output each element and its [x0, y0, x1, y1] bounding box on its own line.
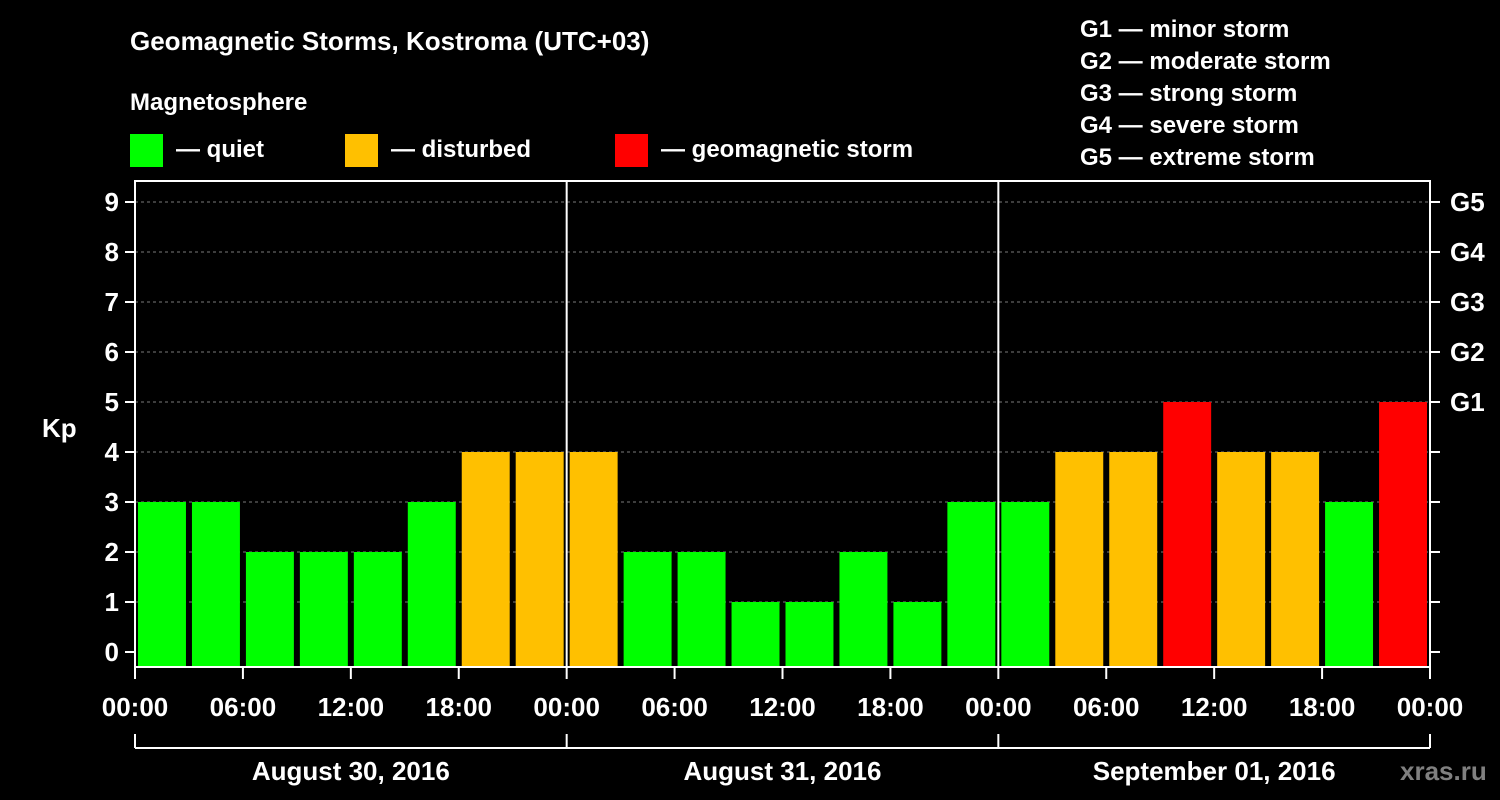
x-tick-label: 06:00: [641, 692, 708, 722]
kp-bar: [1325, 502, 1374, 667]
kp-bar: [1055, 452, 1104, 667]
storm-scale-item: G5 — extreme storm: [1080, 144, 1315, 171]
y-tick-label: 0: [105, 637, 119, 667]
storm-level-label: G2: [1450, 337, 1485, 367]
day-label: August 30, 2016: [252, 756, 450, 786]
legend-label: — geomagnetic storm: [661, 136, 913, 163]
legend-label: — disturbed: [391, 136, 531, 163]
kp-bar: [1001, 502, 1050, 667]
kp-bar: [138, 502, 186, 667]
y-tick-label: 2: [105, 537, 119, 567]
x-tick-label: 18:00: [857, 692, 924, 722]
storm-scale-item: G2 — moderate storm: [1080, 48, 1331, 75]
day-labels: August 30, 2016 August 31, 2016 September …: [134, 734, 1431, 786]
x-tick-label: 00:00: [533, 692, 600, 722]
legend-label: — quiet: [176, 136, 264, 163]
kp-bar: [785, 602, 834, 667]
kp-bar: [677, 552, 726, 667]
kp-bar: [1109, 452, 1158, 667]
y-tick-label: 6: [105, 337, 119, 367]
storm-level-label: G3: [1450, 287, 1485, 317]
x-tick-label: 06:00: [1073, 692, 1140, 722]
y-tick-label: 9: [105, 187, 119, 217]
x-tick-label: 18:00: [426, 692, 493, 722]
kp-bar: [623, 552, 672, 667]
kp-bar: [1379, 402, 1427, 667]
kp-bar: [461, 452, 510, 667]
kp-bar: [839, 552, 888, 667]
legend-swatch: [345, 134, 378, 167]
x-tick-label: 12:00: [1181, 692, 1248, 722]
kp-bar: [515, 452, 564, 667]
x-axis: 00:00 06:00 12:00 18:00 00:00 06:00 12:00 18:00…: [102, 667, 1464, 722]
x-tick-label: 06:00: [210, 692, 277, 722]
kp-bar: [299, 552, 348, 667]
x-tick-label: 12:00: [318, 692, 385, 722]
kp-bar: [569, 452, 618, 667]
storm-scale-item: G4 — severe storm: [1080, 112, 1299, 139]
legend-swatch: [130, 134, 163, 167]
y-tick-label: 8: [105, 237, 119, 267]
y-tick-label: 4: [105, 437, 120, 467]
kp-bar: [1271, 452, 1320, 667]
day-label: September 01, 2016: [1093, 756, 1336, 786]
legend-swatch: [615, 134, 648, 167]
kp-bar: [245, 552, 294, 667]
y-tick-label: 1: [105, 587, 119, 617]
storm-scale-item: G1 — minor storm: [1080, 16, 1289, 43]
y-tick-label: 3: [105, 487, 119, 517]
kp-bar: [191, 502, 240, 667]
storm-scale-legend: G1 — minor storm G2 — moderate storm G3 — …: [1080, 16, 1331, 171]
storm-level-label: G5: [1450, 187, 1485, 217]
kp-bar: [1217, 452, 1266, 667]
bars: [138, 402, 1427, 667]
kp-bar: [407, 502, 456, 667]
legend-heading: Magnetosphere: [130, 89, 307, 116]
x-tick-label: 18:00: [1289, 692, 1356, 722]
kp-bar: [353, 552, 402, 667]
y-tick-label: 7: [105, 287, 119, 317]
chart-title: Geomagnetic Storms, Kostroma (UTC+03): [130, 26, 649, 56]
y-axis: 0 1 2 3 4 5 6 7 8 9: [105, 187, 135, 667]
y-axis-label: Kp: [42, 413, 77, 443]
day-label: August 31, 2016: [684, 756, 882, 786]
kp-bar: [947, 502, 996, 667]
storm-level-axis: G1 G2 G3 G4 G5: [1430, 187, 1485, 653]
x-tick-label: 12:00: [749, 692, 816, 722]
kp-bar: [893, 602, 942, 667]
legend: — quiet — disturbed — geomagnetic storm: [130, 134, 913, 167]
storm-level-label: G4: [1450, 237, 1485, 267]
kp-bar: [1163, 402, 1212, 667]
y-tick-label: 5: [105, 387, 119, 417]
x-tick-label: 00:00: [965, 692, 1032, 722]
x-tick-label: 00:00: [102, 692, 169, 722]
storm-scale-item: G3 — strong storm: [1080, 80, 1297, 107]
x-tick-label: 00:00: [1397, 692, 1464, 722]
watermark: xras.ru: [1400, 756, 1487, 786]
kp-bar: [731, 602, 780, 667]
storm-level-label: G1: [1450, 387, 1485, 417]
